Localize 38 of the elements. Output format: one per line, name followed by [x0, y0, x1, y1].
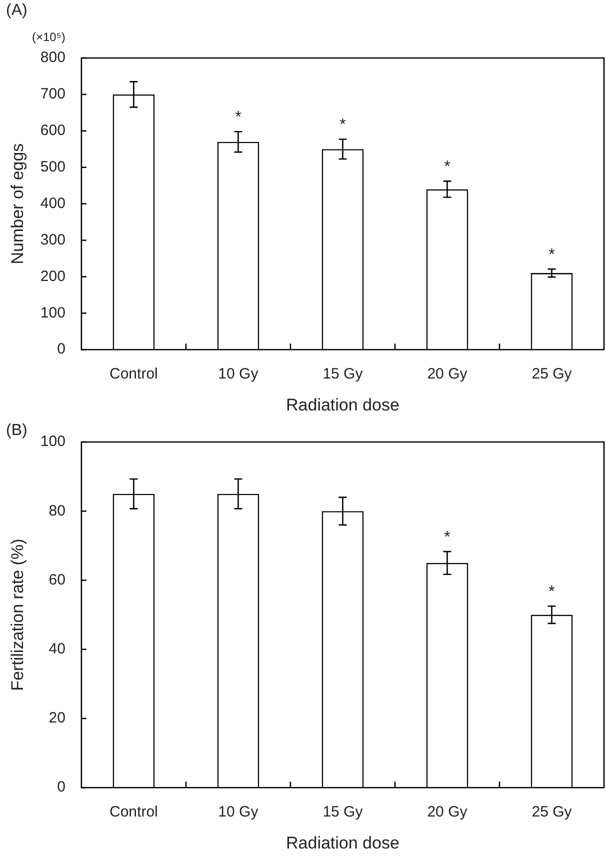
- chart-title: (A): [6, 2, 28, 20]
- y-tick-label: 200: [40, 268, 66, 285]
- y-tick-label: 0: [57, 778, 66, 796]
- x-tick-label: 15 Gy: [322, 804, 364, 821]
- y-tick-label: 400: [40, 194, 66, 212]
- annotation: *: [340, 116, 346, 134]
- x-tick-label: 15 Gy: [322, 366, 364, 383]
- y-tick-label: 500: [40, 158, 66, 176]
- y-tick-label: 80: [48, 502, 66, 520]
- x-tick-label: Control: [110, 804, 158, 821]
- x-tick-label: 25 Gy: [532, 366, 572, 383]
- annotation: *: [444, 528, 450, 546]
- y-tick-label: 800: [40, 49, 66, 66]
- y-tick-label: 100: [40, 304, 66, 322]
- text: (×10⁵): [32, 30, 66, 44]
- x-axis-title: Radiation dose: [286, 833, 400, 852]
- x-tick-label: 20 Gy: [427, 366, 468, 383]
- x-tick-label: Control: [110, 366, 158, 383]
- y-tick-label: 40: [48, 640, 66, 658]
- x-tick-label: 10 Gy: [218, 804, 259, 821]
- y-tick-label: 700: [40, 86, 66, 103]
- x-tick-label: 20 Gy: [427, 804, 468, 821]
- y-tick-label: 0: [57, 340, 66, 358]
- y-axis-title: Number of eggs: [8, 143, 27, 264]
- annotation: *: [444, 158, 450, 176]
- y-axis-title: Fertilization rate (%): [8, 538, 27, 691]
- annotation: *: [548, 246, 555, 264]
- y-tick-label: 600: [40, 122, 66, 140]
- x-tick-label: 25 Gy: [532, 804, 572, 821]
- y-tick-label: 20: [48, 710, 66, 727]
- annotation: *: [548, 584, 555, 601]
- annotation: *: [235, 109, 242, 126]
- y-tick-label: 60: [48, 571, 66, 588]
- x-tick-label: 10 Gy: [218, 366, 259, 383]
- y-tick-label: 100: [40, 433, 66, 450]
- y-tick-label: 300: [40, 231, 66, 248]
- chart-title: (B): [6, 422, 28, 440]
- x-axis-title: Radiation dose: [286, 395, 400, 414]
